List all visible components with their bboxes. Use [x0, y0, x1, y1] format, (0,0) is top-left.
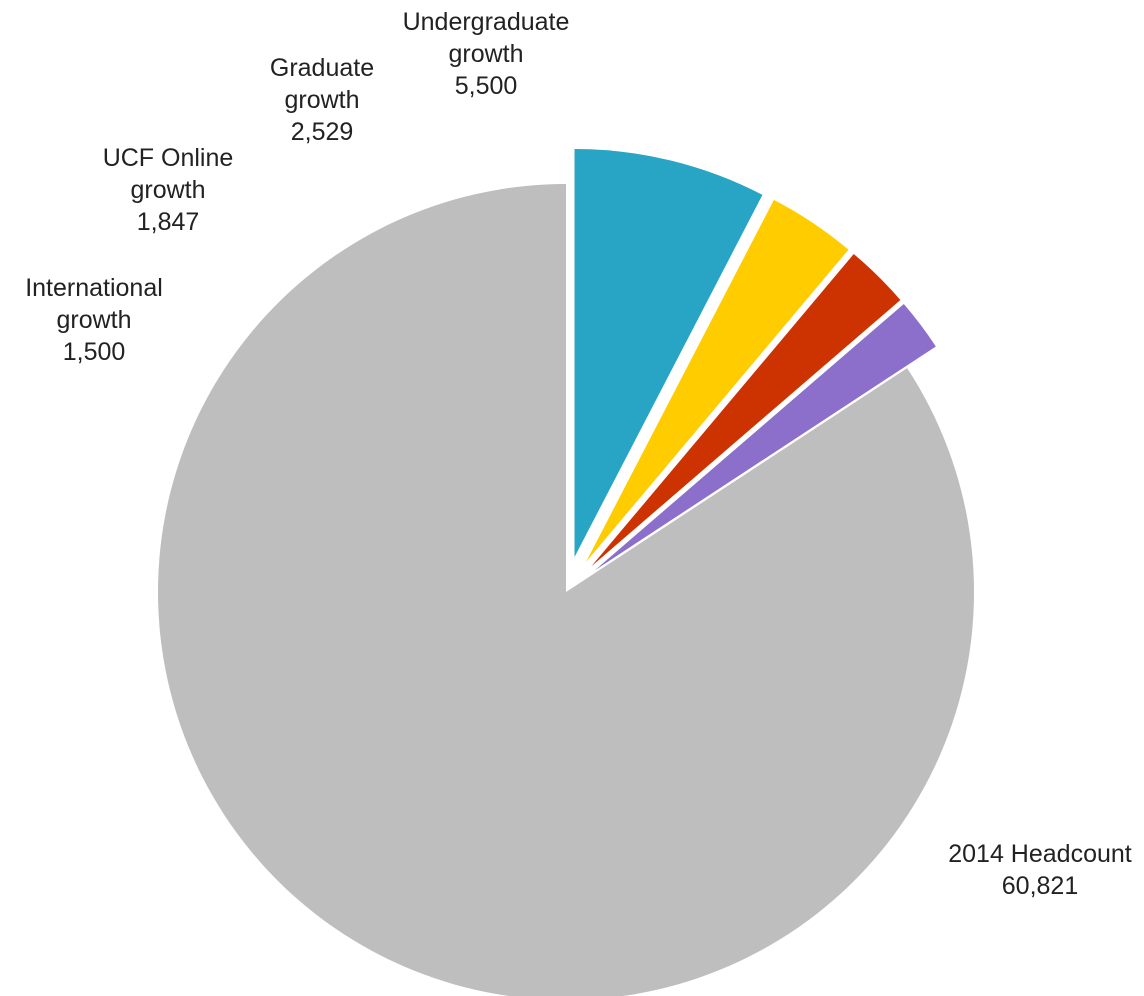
pie-slice-international-growth — [594, 303, 936, 571]
slice-name-label: growth — [284, 86, 359, 114]
pie-slice-2014-headcount — [158, 184, 974, 996]
pie-slice-graduate-growth — [585, 199, 849, 563]
slice-label-undergraduate-growth: Undergraduate growth 5,500 — [403, 8, 570, 100]
slice-label-2014-headcount: 2014 Headcount 60,821 — [948, 840, 1132, 900]
slice-labels: 2014 Headcount 60,821 International growth 1… — [25, 8, 1132, 900]
slice-name-label: growth — [448, 40, 523, 68]
slice-name-label: 2014 Headcount — [948, 840, 1132, 868]
slice-value-label: 5,500 — [455, 72, 518, 100]
slice-name-label: growth — [130, 176, 205, 204]
slice-name-label: International — [25, 274, 163, 302]
slice-label-graduate-growth: Graduate growth 2,529 — [270, 54, 374, 146]
slice-value-label: 1,847 — [137, 208, 200, 236]
slice-name-label: Undergraduate — [403, 8, 570, 36]
slice-label-international-growth: International growth 1,500 — [25, 274, 163, 366]
slice-value-label: 60,821 — [1002, 872, 1078, 900]
slice-name-label: growth — [56, 306, 131, 334]
pie-slices — [158, 149, 974, 996]
pie-slice-undergraduate-growth — [574, 149, 763, 558]
pie-slice-ucf-online-growth — [591, 254, 901, 567]
slice-label-ucf-online-growth: UCF Online growth 1,847 — [103, 144, 234, 236]
slice-name-label: Graduate — [270, 54, 374, 82]
slice-value-label: 1,500 — [63, 338, 126, 366]
slice-name-label: UCF Online — [103, 144, 234, 172]
slice-value-label: 2,529 — [291, 118, 354, 146]
